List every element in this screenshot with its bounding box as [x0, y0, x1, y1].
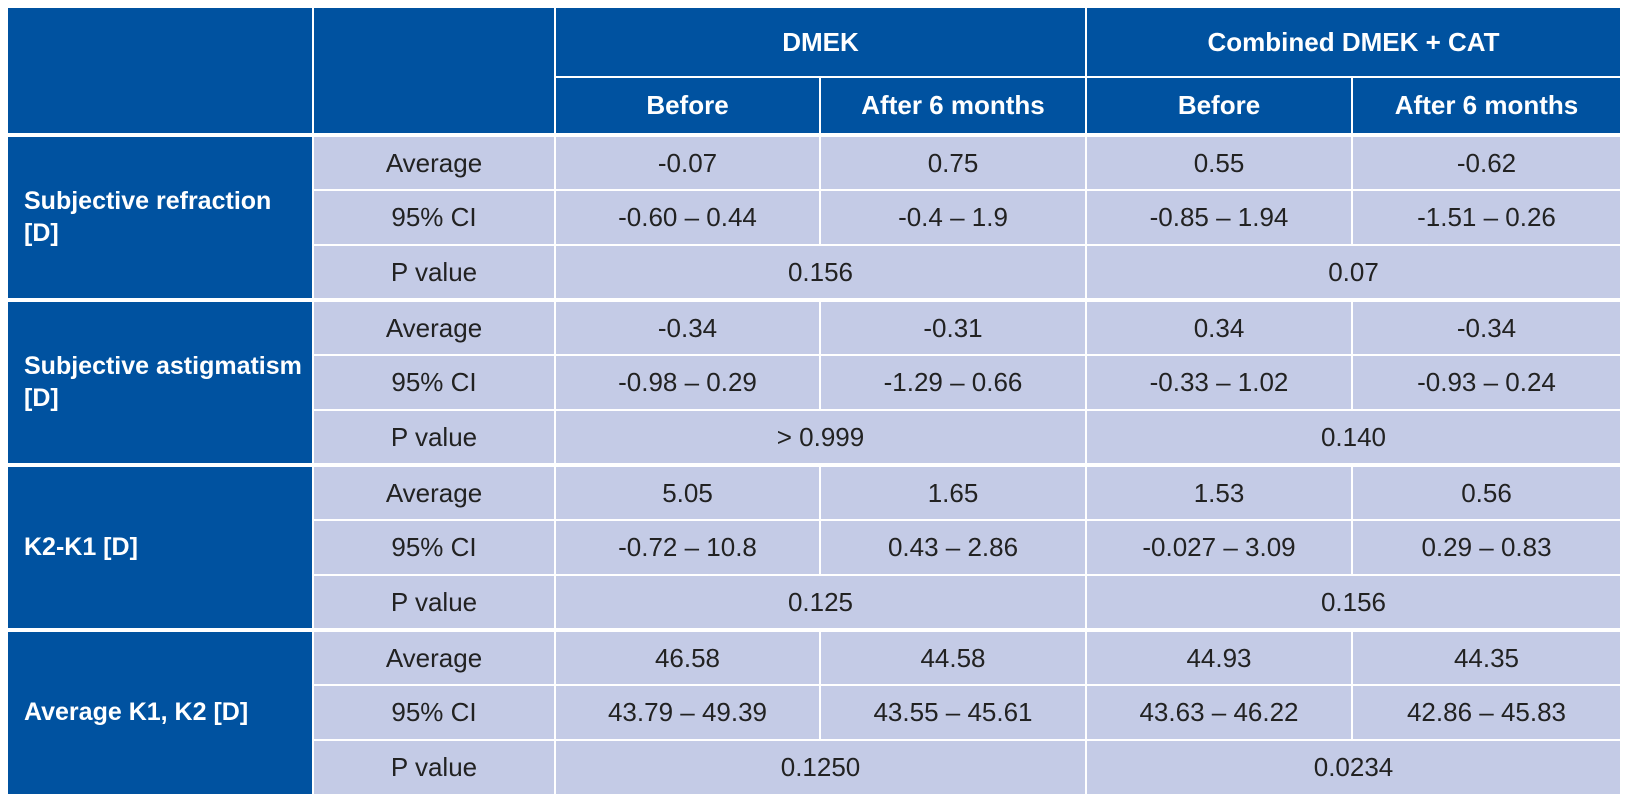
metric-label: Average [312, 628, 556, 686]
table-cell: -0.98 – 0.29 [554, 354, 821, 411]
table-row: K2-K1 [D] Average 5.05 1.65 1.53 0.56 [6, 463, 1622, 631]
table-cell: 43.63 – 46.22 [1085, 684, 1353, 741]
p-value-cell: 0.156 [554, 244, 1087, 301]
table-cell: -0.72 – 10.8 [554, 519, 821, 576]
group-header-dmek: DMEK [554, 6, 1087, 78]
p-value-cell: 0.140 [1085, 409, 1622, 466]
table-cell: 5.05 [554, 463, 821, 521]
table-cell: 0.29 – 0.83 [1351, 519, 1622, 576]
table-cell: -0.07 [554, 133, 821, 191]
table-cell: 43.55 – 45.61 [819, 684, 1087, 741]
metric-label: 95% CI [312, 189, 556, 246]
metric-label: 95% CI [312, 684, 556, 741]
table-row: P value 0.1250 0.0234 [7, 739, 1622, 796]
table-cell: -0.31 [819, 298, 1087, 356]
table-cell: -0.60 – 0.44 [554, 189, 821, 246]
table-row: Subjective refraction [D] Average -0.07 … [6, 133, 1622, 301]
table-cell: 1.53 [1085, 463, 1353, 521]
table-cell: -0.33 – 1.02 [1085, 354, 1353, 411]
row-group-label: Average K1, K2 [D] [6, 628, 314, 796]
metric-label: Average [312, 463, 556, 521]
table-cell: 0.56 [1351, 463, 1622, 521]
p-value-cell: 0.07 [1085, 244, 1622, 301]
row-group-label: K2-K1 [D] [6, 463, 314, 631]
results-table-container: DMEK Combined DMEK + CAT Before After 6 … [6, 6, 1622, 796]
table-cell: 0.43 – 2.86 [819, 519, 1087, 576]
table-cell: 42.86 – 45.83 [1351, 684, 1622, 741]
table-cell: -0.027 – 3.09 [1085, 519, 1353, 576]
metric-label: 95% CI [312, 519, 556, 576]
table-row: 95% CI 43.79 – 49.39 43.55 – 45.61 43.63… [7, 684, 1622, 741]
table-cell: 44.58 [819, 628, 1087, 686]
table-cell: 44.93 [1085, 628, 1353, 686]
table-cell: 0.55 [1085, 133, 1353, 191]
table-row: Average K1, K2 [D] Average 46.58 44.58 4… [6, 628, 1622, 796]
table-cell: -0.85 – 1.94 [1085, 189, 1353, 246]
metric-label: P value [312, 739, 556, 796]
row-group-label: Subjective refraction [D] [6, 133, 314, 301]
p-value-cell: 0.156 [1085, 574, 1622, 631]
table-cell: -0.93 – 0.24 [1351, 354, 1622, 411]
table-cell: -1.29 – 0.66 [819, 354, 1087, 411]
table-cell: 44.35 [1351, 628, 1622, 686]
table-cell: -0.4 – 1.9 [819, 189, 1087, 246]
metric-label: P value [312, 409, 556, 466]
p-value-cell: 0.125 [554, 574, 1087, 631]
table-cell: -1.51 – 0.26 [1351, 189, 1622, 246]
p-value-cell: 0.1250 [554, 739, 1087, 796]
subcolumn-header: Before [554, 76, 821, 136]
table-row: Subjective astigmatism [D] Average -0.34… [6, 298, 1622, 466]
metric-label: P value [312, 574, 556, 631]
table-row: 95% CI -0.60 – 0.44 -0.4 – 1.9 -0.85 – 1… [7, 189, 1622, 246]
group-header-combined: Combined DMEK + CAT [1085, 6, 1622, 78]
table-cell: 1.65 [819, 463, 1087, 521]
table-cell: 46.58 [554, 628, 821, 686]
table-row: P value 0.156 0.07 [7, 244, 1622, 301]
subcolumn-header: After 6 months [1351, 76, 1622, 136]
table-cell: 0.34 [1085, 298, 1353, 356]
table-cell: -0.34 [1351, 298, 1622, 356]
table-cell: -0.34 [554, 298, 821, 356]
table-row: 95% CI -0.72 – 10.8 0.43 – 2.86 -0.027 –… [7, 519, 1622, 576]
metric-label: Average [312, 133, 556, 191]
table-row: 95% CI -0.98 – 0.29 -1.29 – 0.66 -0.33 –… [7, 354, 1622, 411]
corner-header-empty [6, 6, 314, 136]
results-table: DMEK Combined DMEK + CAT Before After 6 … [6, 6, 1622, 796]
subcolumn-header: Before [1085, 76, 1353, 136]
metric-header-empty [312, 6, 556, 136]
p-value-cell: 0.0234 [1085, 739, 1622, 796]
table-row: P value 0.125 0.156 [7, 574, 1622, 631]
p-value-cell: > 0.999 [554, 409, 1087, 466]
metric-label: P value [312, 244, 556, 301]
table-cell: -0.62 [1351, 133, 1622, 191]
metric-label: Average [312, 298, 556, 356]
metric-label: 95% CI [312, 354, 556, 411]
table-cell: 43.79 – 49.39 [554, 684, 821, 741]
subcolumn-header: After 6 months [819, 76, 1087, 136]
row-group-label: Subjective astigmatism [D] [6, 298, 314, 466]
table-row: P value > 0.999 0.140 [7, 409, 1622, 466]
table-cell: 0.75 [819, 133, 1087, 191]
